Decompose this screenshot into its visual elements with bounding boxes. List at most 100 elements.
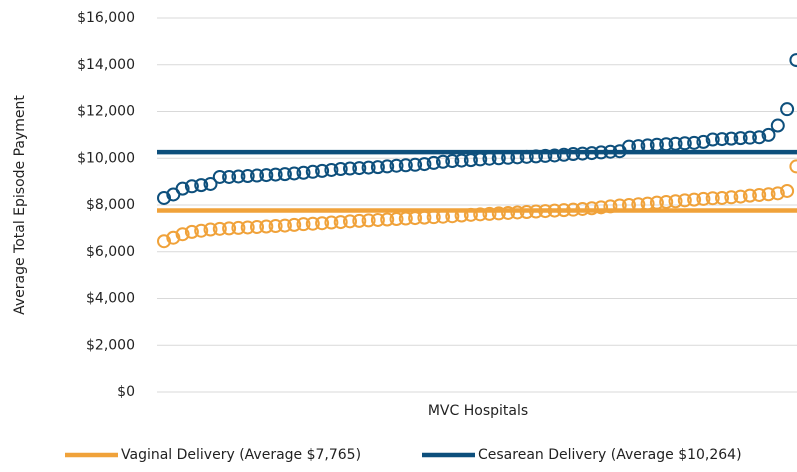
point bbox=[389, 212, 404, 227]
point bbox=[742, 130, 757, 145]
y-tick-label: $10,000 bbox=[77, 150, 135, 166]
point bbox=[296, 165, 311, 180]
point bbox=[491, 151, 506, 166]
point bbox=[538, 204, 553, 219]
point bbox=[268, 167, 283, 182]
point bbox=[659, 137, 674, 152]
y-tick-label: $8,000 bbox=[86, 197, 135, 213]
point bbox=[463, 153, 478, 168]
point bbox=[259, 168, 274, 183]
point bbox=[547, 203, 562, 218]
legend: Vaginal Delivery (Average $7,765) Cesarea… bbox=[65, 447, 742, 463]
point bbox=[622, 139, 636, 154]
point bbox=[677, 193, 692, 208]
point bbox=[724, 190, 739, 205]
point bbox=[380, 212, 395, 227]
point bbox=[324, 162, 339, 177]
point bbox=[482, 206, 497, 221]
point bbox=[157, 234, 171, 249]
point bbox=[426, 155, 441, 170]
point bbox=[250, 168, 264, 183]
point bbox=[668, 136, 683, 151]
point bbox=[659, 194, 674, 209]
point bbox=[454, 208, 469, 223]
point bbox=[566, 147, 581, 162]
point bbox=[752, 130, 767, 145]
point bbox=[305, 164, 320, 179]
point bbox=[668, 194, 683, 209]
point bbox=[240, 220, 255, 235]
point bbox=[556, 203, 571, 218]
point bbox=[231, 169, 246, 184]
point bbox=[296, 217, 311, 232]
point bbox=[501, 150, 516, 165]
point bbox=[426, 210, 441, 225]
point bbox=[761, 127, 776, 142]
point bbox=[203, 222, 218, 237]
point bbox=[389, 158, 404, 173]
point bbox=[575, 146, 590, 161]
point bbox=[491, 206, 506, 221]
point bbox=[529, 204, 543, 219]
y-tick-label: $0 bbox=[117, 384, 135, 400]
point bbox=[417, 210, 432, 225]
point bbox=[705, 132, 720, 147]
grid: $0 $2,000 $4,000 $6,000 $8,000 $10,000 $12,000… bbox=[77, 10, 797, 400]
point bbox=[287, 166, 302, 181]
point bbox=[268, 219, 283, 234]
point bbox=[277, 218, 292, 233]
point bbox=[212, 169, 227, 184]
plot-area bbox=[157, 53, 797, 249]
point bbox=[305, 216, 320, 231]
point bbox=[780, 183, 795, 198]
point bbox=[510, 205, 525, 220]
point bbox=[343, 161, 357, 176]
point bbox=[603, 144, 618, 159]
point bbox=[715, 132, 729, 147]
point bbox=[240, 169, 255, 184]
point bbox=[594, 200, 609, 215]
point bbox=[519, 205, 534, 220]
point bbox=[277, 167, 292, 182]
point bbox=[259, 219, 274, 234]
point bbox=[445, 154, 460, 169]
point bbox=[584, 201, 599, 216]
y-tick-label: $12,000 bbox=[77, 104, 135, 120]
point bbox=[408, 157, 423, 172]
point bbox=[203, 176, 218, 191]
point bbox=[584, 146, 599, 161]
point bbox=[622, 198, 636, 212]
point bbox=[538, 148, 553, 163]
point bbox=[631, 139, 646, 154]
point bbox=[184, 224, 199, 239]
point bbox=[640, 138, 655, 153]
point bbox=[482, 151, 497, 166]
point bbox=[715, 190, 729, 205]
point bbox=[529, 149, 543, 164]
point bbox=[770, 118, 785, 133]
point bbox=[640, 196, 655, 211]
point bbox=[687, 135, 702, 150]
point bbox=[594, 145, 609, 160]
point bbox=[436, 209, 450, 224]
y-axis-label: Average Total Episode Payment bbox=[12, 95, 28, 315]
point bbox=[222, 169, 237, 184]
point bbox=[184, 179, 199, 194]
point bbox=[649, 195, 664, 210]
point bbox=[175, 181, 190, 196]
legend-label: Vaginal Delivery (Average $7,765) bbox=[121, 447, 361, 463]
point bbox=[742, 188, 757, 203]
point bbox=[315, 163, 330, 178]
legend-label: Cesarean Delivery (Average $10,264) bbox=[478, 447, 742, 463]
point bbox=[770, 186, 785, 201]
point bbox=[361, 213, 376, 228]
point bbox=[398, 211, 413, 226]
point bbox=[194, 223, 209, 238]
point bbox=[157, 190, 171, 205]
point bbox=[324, 215, 339, 230]
point bbox=[501, 205, 516, 220]
point bbox=[761, 187, 776, 202]
point bbox=[612, 198, 627, 213]
point bbox=[454, 153, 469, 168]
